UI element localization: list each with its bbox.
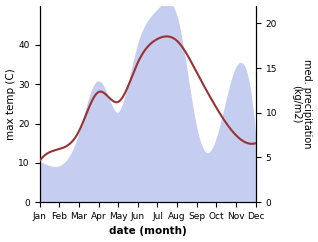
- Y-axis label: med. precipitation
(kg/m2): med. precipitation (kg/m2): [291, 59, 313, 149]
- X-axis label: date (month): date (month): [109, 227, 187, 236]
- Y-axis label: max temp (C): max temp (C): [5, 68, 16, 140]
